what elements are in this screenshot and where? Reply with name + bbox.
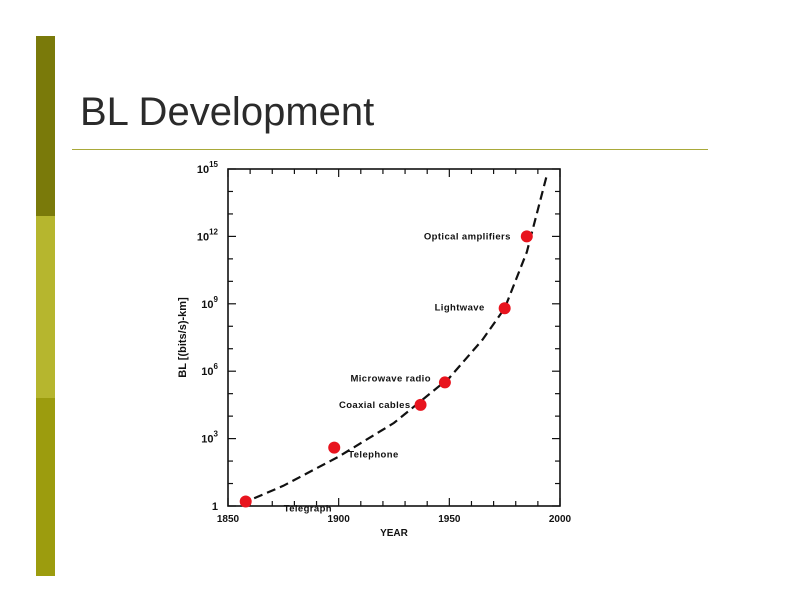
data-point <box>239 495 252 508</box>
data-point <box>414 398 427 411</box>
data-point <box>328 441 341 454</box>
y-tick-label: 106 <box>201 362 218 378</box>
x-tick-label: 1900 <box>328 514 351 525</box>
slide-title: BL Development <box>80 90 375 134</box>
trend-curve <box>240 175 548 505</box>
data-point <box>438 376 451 389</box>
y-tick-label: 109 <box>201 295 218 311</box>
bl-development-chart: 1850 1900 1950 2000 1 103 106 109 1012 1015 YEAR BL… <box>170 155 590 545</box>
data-point <box>520 230 533 243</box>
x-axis-label: YEAR <box>380 528 409 539</box>
data-point-label: Telephone <box>348 450 398 461</box>
data-point <box>498 302 511 315</box>
y-tick-label: 1012 <box>197 227 219 243</box>
y-tick-label: 1 <box>212 501 218 513</box>
x-tick-label: 2000 <box>549 514 572 525</box>
title-rule <box>72 149 708 150</box>
y-axis-label: BL [(bits/s)-km] <box>177 297 189 378</box>
data-point-label: Telegraph <box>284 504 332 515</box>
y-tick-label: 1015 <box>197 160 219 176</box>
accent-segment-dark <box>36 36 55 216</box>
data-point-label: Lightwave <box>435 302 485 313</box>
data-point-label: Optical amplifiers <box>424 231 511 242</box>
data-point-label: Microwave radio <box>350 373 430 384</box>
slide-accent-bar <box>36 36 55 576</box>
plot-frame <box>227 168 561 507</box>
accent-segment-olive <box>36 398 55 576</box>
x-tick-label: 1950 <box>438 514 461 525</box>
accent-segment-light <box>36 216 55 398</box>
chart-svg: 1850 1900 1950 2000 1 103 106 109 1012 1015 YEAR BL… <box>177 160 572 539</box>
y-tick-label: 103 <box>201 430 218 446</box>
x-tick-label: 1850 <box>217 514 240 525</box>
data-point-label: Coaxial cables <box>339 400 411 411</box>
